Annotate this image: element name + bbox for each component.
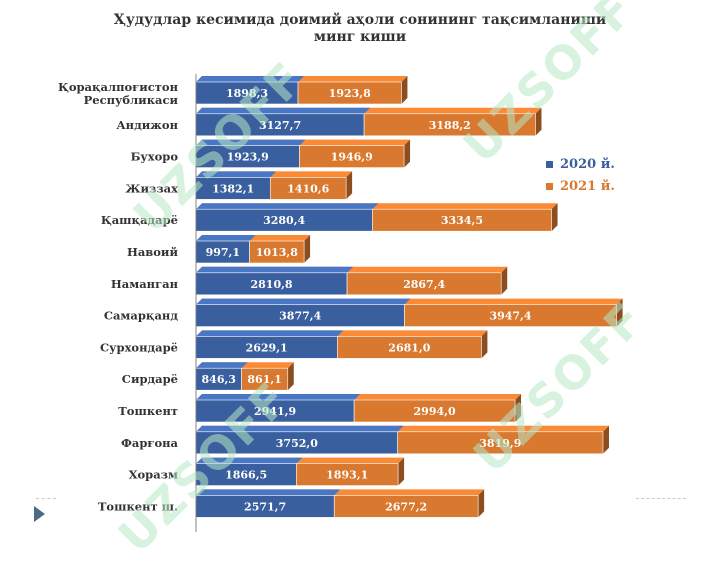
legend-swatch bbox=[546, 161, 553, 168]
value-label-2021: 2867,4 bbox=[403, 278, 445, 291]
bar-side-face bbox=[346, 171, 353, 200]
bar-top-face bbox=[196, 425, 404, 432]
bar-side-face bbox=[478, 489, 485, 518]
value-label-2021: 2994,0 bbox=[414, 405, 456, 418]
category-label: Самарқанд bbox=[104, 309, 179, 323]
value-label-2021: 1013,8 bbox=[256, 246, 298, 259]
category-label: Навоий bbox=[127, 245, 179, 259]
category-label: Қорақалпоғистон Республикаси bbox=[58, 80, 179, 107]
value-label-2021: 2677,2 bbox=[385, 500, 427, 513]
value-label-2020: 1898,3 bbox=[226, 87, 268, 100]
category-label: Тошкент ш. bbox=[98, 499, 178, 513]
bar-side-face bbox=[304, 235, 311, 263]
value-label-2020: 2941,9 bbox=[254, 405, 296, 418]
bar-2021 bbox=[397, 431, 604, 455]
bar-top-face bbox=[196, 139, 306, 146]
bar-2021 bbox=[296, 463, 399, 486]
value-label-2020: 1382,1 bbox=[212, 182, 254, 195]
category-label: Андижон bbox=[116, 118, 178, 132]
legend-label: 2021 й. bbox=[560, 179, 615, 194]
category-label: Қашқадарё bbox=[101, 213, 178, 227]
bar-top-face bbox=[196, 203, 379, 210]
bar-2021 bbox=[269, 177, 347, 200]
legend-swatch bbox=[546, 183, 553, 190]
category-label: Сурхондарё bbox=[100, 340, 178, 354]
value-label-2020: 846,3 bbox=[202, 373, 236, 386]
bar-top-face bbox=[196, 171, 277, 178]
bar-side-face bbox=[602, 425, 609, 454]
bar-2021 bbox=[249, 240, 305, 264]
subtitle-line: минг киши bbox=[313, 29, 407, 45]
bar-top-face bbox=[196, 330, 344, 337]
labels-layer: Қорақалпоғистон Республикаси 1898,3 1923,8 А… bbox=[58, 80, 532, 513]
bar-top-face bbox=[196, 457, 303, 464]
category-label: Фарғона bbox=[121, 436, 179, 450]
divider-left bbox=[36, 498, 56, 499]
value-label-2020: 3877,4 bbox=[279, 310, 321, 323]
category-label: Жиззах bbox=[125, 181, 178, 195]
bar-top-face bbox=[196, 235, 256, 241]
bar-side-face bbox=[404, 139, 411, 168]
value-label-2021: 2681,0 bbox=[388, 341, 430, 354]
category-label: Сирдарё bbox=[122, 372, 178, 386]
value-label-2020: 997,1 bbox=[206, 246, 240, 259]
bar-side-face bbox=[481, 330, 488, 359]
legend-label: 2020 й. bbox=[560, 157, 615, 172]
bar-2021 bbox=[346, 272, 502, 296]
bar-2021 bbox=[337, 336, 482, 359]
bar-side-face bbox=[398, 457, 405, 486]
bar-top-face bbox=[196, 266, 354, 273]
chart-title: Ҳудудлар кесимида доимий аҳоли сонининг … bbox=[0, 12, 720, 46]
category-label: Хоразм bbox=[129, 468, 178, 482]
category-label: Тошкент bbox=[118, 404, 178, 418]
bar-top-face bbox=[196, 76, 305, 82]
category-label: Наманган bbox=[111, 277, 179, 291]
divider-right bbox=[636, 498, 686, 499]
value-label-2020: 3752,0 bbox=[276, 437, 318, 450]
bar-top-face bbox=[196, 362, 248, 369]
bar-side-face bbox=[551, 203, 558, 232]
value-label-2020: 2571,7 bbox=[244, 500, 286, 513]
bar-side-face bbox=[287, 362, 294, 391]
bar-side-face bbox=[515, 394, 522, 422]
category-label: Бухоро bbox=[131, 150, 179, 164]
value-label-2020: 1923,9 bbox=[227, 151, 269, 164]
legend: 2020 й. 2021 й. bbox=[546, 157, 615, 194]
value-label-2021: 3947,4 bbox=[489, 310, 531, 323]
value-label-2020: 3127,7 bbox=[259, 119, 301, 132]
value-label-2020: 1866,5 bbox=[225, 469, 267, 482]
value-label-2021: 861,1 bbox=[247, 373, 281, 386]
bar-side-face bbox=[401, 76, 408, 104]
bar-2021 bbox=[299, 145, 405, 168]
value-label-2020: 3280,4 bbox=[263, 214, 305, 227]
bar-2021 bbox=[363, 113, 536, 137]
bar-2021 bbox=[353, 399, 516, 423]
bar-top-face bbox=[196, 298, 411, 305]
bar-top-face bbox=[196, 489, 341, 496]
value-label-2021: 3334,5 bbox=[441, 214, 483, 227]
bar-top-face bbox=[196, 107, 371, 114]
bar-top-face bbox=[196, 394, 361, 400]
bar-2021 bbox=[372, 208, 552, 232]
bar-2021 bbox=[297, 81, 402, 105]
value-label-2021: 1410,6 bbox=[287, 182, 329, 195]
bar-2021 bbox=[241, 367, 289, 391]
value-label-2020: 2629,1 bbox=[246, 341, 288, 354]
title-line: Ҳудудлар кесимида доимий аҳоли сонининг … bbox=[113, 12, 607, 28]
value-label-2020: 2810,8 bbox=[250, 278, 292, 291]
value-label-2021: 1946,9 bbox=[331, 151, 373, 164]
bar-side-face bbox=[501, 266, 508, 295]
play-icon[interactable] bbox=[34, 506, 45, 522]
value-label-2021: 1893,1 bbox=[326, 469, 368, 482]
value-label-2021: 1923,8 bbox=[329, 87, 371, 100]
bar-side-face bbox=[616, 298, 623, 327]
bars-layer bbox=[195, 74, 623, 532]
chart-area: Қорақалпоғистон Республикаси 1898,3 1923,8 А… bbox=[58, 74, 623, 532]
bar-2021 bbox=[404, 304, 617, 327]
value-label-2021: 3819,9 bbox=[479, 437, 521, 450]
value-label-2021: 3188,2 bbox=[429, 119, 471, 132]
bar-2021 bbox=[333, 495, 479, 518]
bar-side-face bbox=[535, 107, 542, 136]
